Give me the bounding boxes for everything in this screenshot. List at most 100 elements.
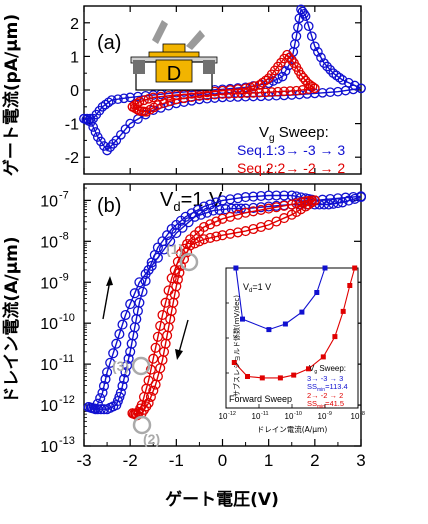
panel-b-marker xyxy=(240,226,251,237)
panel-b-ytick-label: 10 xyxy=(40,275,58,292)
panel-a-marker xyxy=(297,85,308,95)
panel-a-marker xyxy=(273,86,283,97)
panel-a-marker xyxy=(249,81,260,91)
panel-b-marker xyxy=(157,309,168,321)
inset-ss2-main: SS xyxy=(307,399,317,408)
panel-b-marker xyxy=(211,216,222,227)
panel-a-marker xyxy=(88,122,99,132)
panel-b-marker xyxy=(114,329,125,340)
annotation-label-1: (1) xyxy=(166,241,183,257)
arrow-down-line xyxy=(177,319,189,357)
panel-b-marker xyxy=(129,288,140,299)
panel-a-marker xyxy=(280,66,291,76)
inset-xtick-label: 10 xyxy=(351,412,360,421)
panel-b-xtick-label: -2 xyxy=(123,451,138,470)
inset-marker xyxy=(277,375,283,381)
panel-a-marker xyxy=(257,77,268,88)
panel-a-axes: -2 -1 0 1 2 xyxy=(65,6,362,175)
panel-a-marker xyxy=(245,82,256,93)
legend-title-main: V xyxy=(259,124,269,141)
inset-xtick-exp: -10 xyxy=(294,411,302,417)
panel-a-marker xyxy=(202,90,212,101)
panel-b-marker xyxy=(232,193,243,204)
panel-b-marker xyxy=(120,309,131,321)
panel-a-marker xyxy=(303,84,314,94)
panel-a-marker xyxy=(113,94,123,105)
panel-b-xtick-label: -1 xyxy=(169,451,184,470)
panel-b-marker xyxy=(195,209,207,220)
panel-a-marker xyxy=(105,142,116,152)
panel-b-title-sub: d xyxy=(173,199,180,214)
panel-a-marker xyxy=(223,88,234,99)
inset-ss2-rest: =41.5 xyxy=(325,399,344,408)
arrow-up-head xyxy=(106,276,113,286)
inset-series-seq2 xyxy=(231,265,358,381)
panel-b-ytick-exp: -9 xyxy=(59,271,69,283)
panel-b-marker xyxy=(349,193,360,204)
panel-b-marker xyxy=(115,387,126,398)
panel-b-marker xyxy=(127,408,138,419)
inset-marker xyxy=(322,265,328,271)
panel-a-marker xyxy=(303,21,314,32)
panel-b-marker xyxy=(158,244,170,255)
panel-a-marker xyxy=(92,132,103,142)
annotation-label-2: (2) xyxy=(143,431,160,447)
panel-a-marker xyxy=(282,49,292,60)
panel-b-marker xyxy=(271,190,282,201)
panel-b-xlabel: ゲート電圧(V) xyxy=(165,489,279,510)
legend-entry-seq2: Seq.2:2→ -2 → 2 xyxy=(237,160,345,176)
panel-b-marker xyxy=(83,402,94,413)
panel-a-ytick-label: -1 xyxy=(65,117,79,134)
spacer-right xyxy=(203,60,215,74)
panel-a-ytick-label: -2 xyxy=(65,150,79,167)
annotation-circle-1 xyxy=(179,252,199,272)
panel-b-marker xyxy=(189,238,200,249)
panel-b-marker xyxy=(174,267,185,278)
panel-a-marker xyxy=(229,88,240,99)
panel-a-marker xyxy=(242,88,252,98)
panel-a-marker xyxy=(217,89,228,99)
panel-a-marker xyxy=(286,55,297,66)
panel-b-marker xyxy=(263,190,274,201)
panel-a-marker xyxy=(108,138,119,149)
panel-b-marker xyxy=(100,374,111,385)
inset-xtick-exp: -11 xyxy=(261,411,269,417)
panel-b-marker xyxy=(303,199,314,210)
panel-b-marker xyxy=(211,231,222,242)
panel-b-marker xyxy=(220,204,231,215)
inset-legend-title-main: V xyxy=(309,364,315,373)
panel-a-marker xyxy=(171,94,182,105)
panel-b-marker xyxy=(202,207,213,218)
panel-b-marker xyxy=(172,274,183,285)
panel-b-ytick-exp: -8 xyxy=(59,230,69,242)
panel-a-series-seq2 xyxy=(127,49,320,117)
inset-xtick-exp: -9 xyxy=(327,411,332,417)
panel-b-marker xyxy=(194,236,205,247)
annotation-label-3: (3) xyxy=(112,358,129,374)
panel-b-marker xyxy=(217,195,228,206)
panel-b-ytick-exp: -10 xyxy=(59,312,75,324)
inset-marker xyxy=(332,334,338,340)
panel-a-marker xyxy=(254,80,265,90)
panel-a-marker xyxy=(100,99,111,110)
panel-b-marker xyxy=(248,223,259,235)
panel-b-marker xyxy=(205,232,216,243)
panel-b-ytick-exp: -7 xyxy=(59,189,69,201)
panel-b-marker xyxy=(122,360,133,371)
inset-vd-main: V xyxy=(243,282,249,292)
arrow-down-head xyxy=(175,349,183,360)
panel-b-ytick-exp: -12 xyxy=(59,394,75,406)
panel-b-marker xyxy=(102,367,113,378)
panel-b-ytick-label: 10 xyxy=(40,357,58,374)
panel-a-ytick-label: 1 xyxy=(70,49,79,66)
panel-b-marker xyxy=(105,357,116,368)
panel-b-marker xyxy=(171,228,182,239)
annotations: (1) (2) (3) xyxy=(112,241,199,447)
panel-b-marker xyxy=(232,227,243,238)
inset-legend-title: Vg Sweep: xyxy=(309,364,346,375)
inset-marker xyxy=(340,308,346,314)
panel-b-marker xyxy=(217,230,228,241)
panel-b-marker xyxy=(240,192,251,203)
panel-a-marker xyxy=(291,85,302,96)
